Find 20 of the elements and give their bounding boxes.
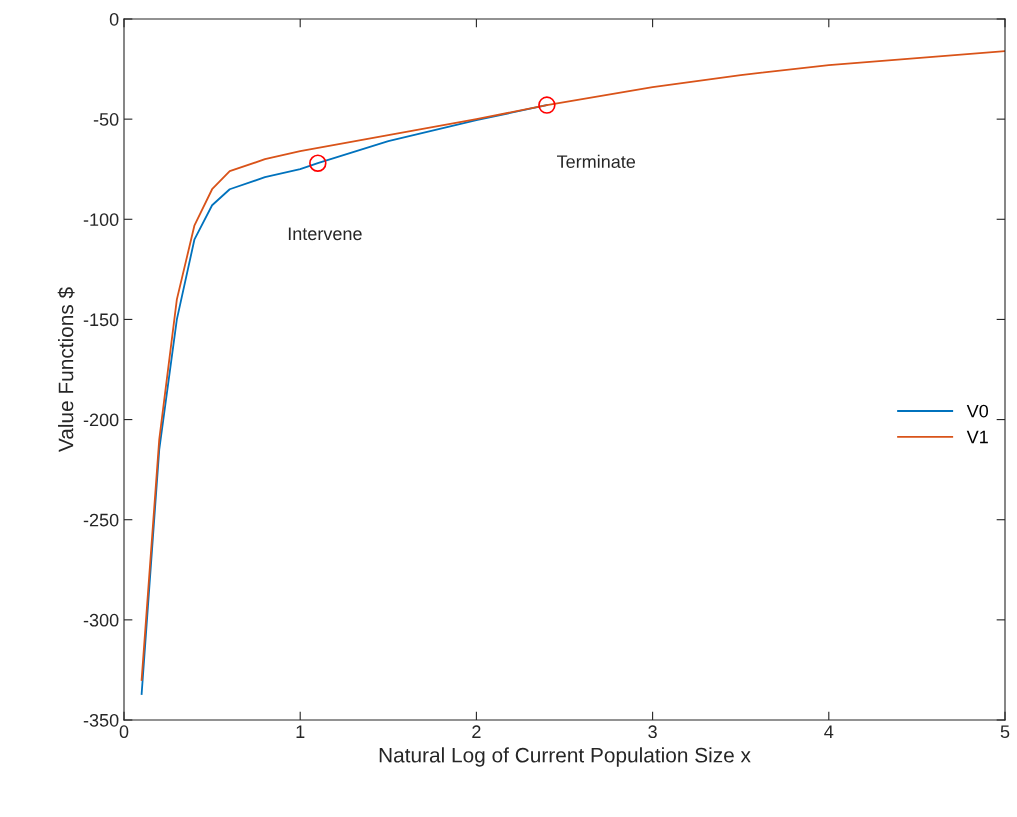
y-tick-label: -250 — [83, 513, 119, 527]
annotation: Terminate — [556, 154, 636, 169]
y-tick-label: 0 — [109, 12, 119, 26]
y-tick-label: -100 — [83, 213, 119, 227]
x-tick-label: 0 — [119, 725, 129, 739]
y-tick-label: -50 — [93, 113, 119, 126]
x-tick-label: 3 — [648, 725, 657, 739]
y-tick-label: -150 — [83, 313, 119, 327]
legend-label: V1 — [966, 430, 988, 444]
x-tick-label: 1 — [296, 725, 305, 738]
y-tick-label: -350 — [83, 713, 119, 727]
legend-label: V0 — [966, 404, 989, 418]
y-axis-title: Value Functions $ — [57, 287, 75, 453]
x-tick-label: 4 — [824, 725, 834, 738]
x-tick-label: 5 — [1000, 725, 1010, 739]
x-tick-label: 2 — [472, 725, 481, 738]
y-tick-label: -300 — [83, 613, 119, 627]
y-tick-label: -200 — [83, 413, 119, 427]
annotation: Intervene — [288, 227, 362, 241]
x-axis-title: Natural Log of Current Population Size x — [379, 747, 751, 767]
